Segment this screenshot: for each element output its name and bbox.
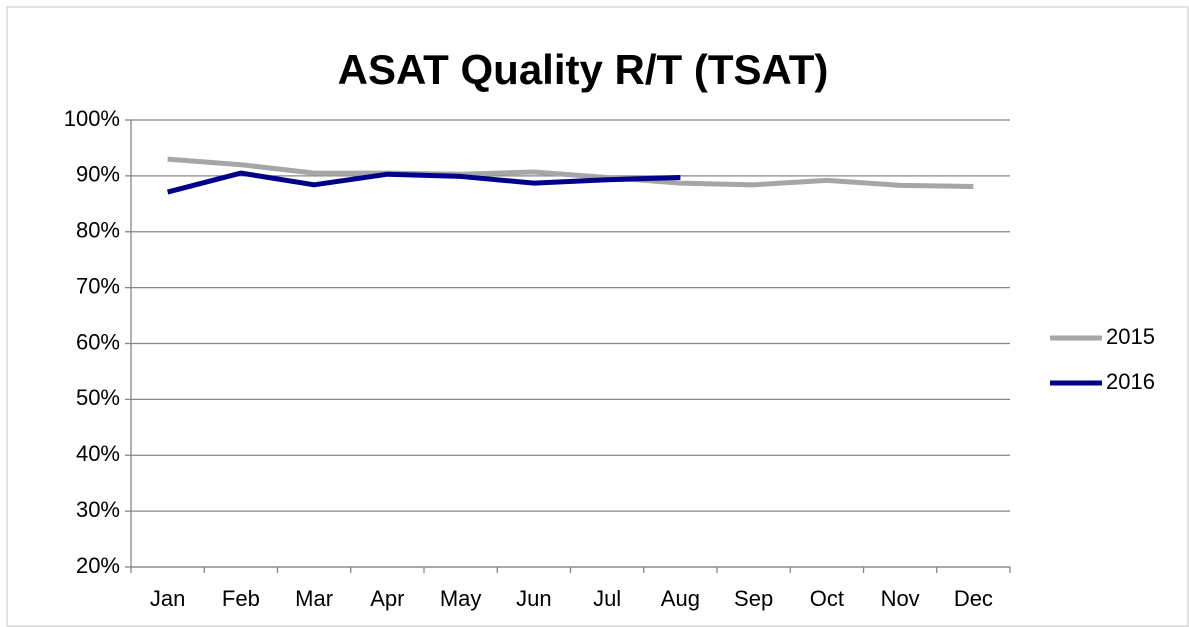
series-line bbox=[167, 156, 974, 189]
y-tick-label: 20% bbox=[76, 553, 120, 578]
x-tick-label: Nov bbox=[881, 586, 920, 611]
x-tick-label: May bbox=[440, 586, 482, 611]
legend-label: 2015 bbox=[1106, 324, 1155, 349]
x-tick-label: Jan bbox=[150, 586, 185, 611]
x-tick-label: Mar bbox=[295, 586, 333, 611]
x-tick-label: Apr bbox=[370, 586, 404, 611]
x-tick-label: Dec bbox=[954, 586, 993, 611]
legend-label: 2016 bbox=[1106, 369, 1155, 394]
y-tick-label: 30% bbox=[76, 497, 120, 522]
y-tick-label: 80% bbox=[76, 218, 120, 243]
y-tick-label: 50% bbox=[76, 385, 120, 410]
x-tick-label: Oct bbox=[810, 586, 844, 611]
x-tick-label: Sep bbox=[734, 586, 773, 611]
y-tick-label: 40% bbox=[76, 441, 120, 466]
y-tick-label: 100% bbox=[64, 106, 120, 131]
y-tick-label: 90% bbox=[76, 162, 120, 187]
x-tick-label: Aug bbox=[661, 586, 700, 611]
x-tick-label: Feb bbox=[222, 586, 260, 611]
chart-border bbox=[6, 6, 1189, 627]
y-tick-label: 60% bbox=[76, 329, 120, 354]
x-tick-label: Jul bbox=[593, 586, 621, 611]
series-line bbox=[166, 170, 681, 195]
x-tick-label: Jun bbox=[516, 586, 551, 611]
chart-title: ASAT Quality R/T (TSAT) bbox=[338, 46, 829, 93]
y-tick-label: 70% bbox=[76, 273, 120, 298]
